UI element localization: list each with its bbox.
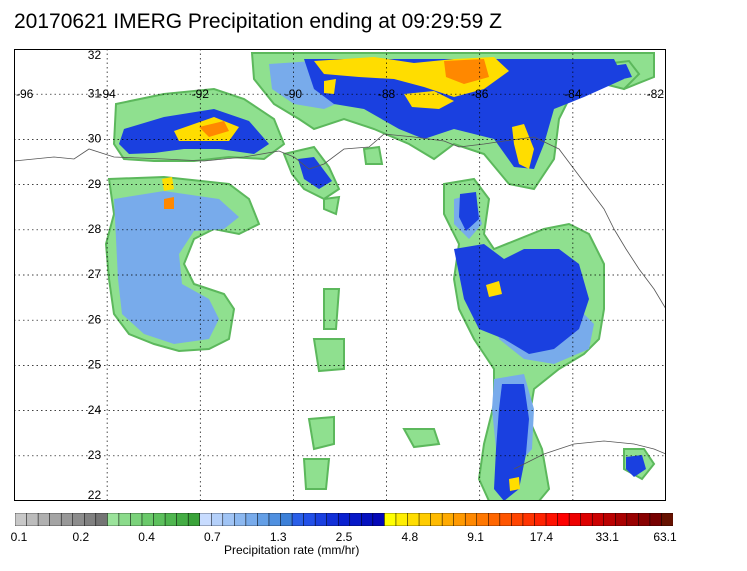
lat-label: 23 xyxy=(88,448,102,462)
colorbar-swatch xyxy=(430,513,443,526)
map-frame xyxy=(14,49,666,501)
precip-field xyxy=(14,52,666,501)
colorbar-swatch xyxy=(626,513,639,526)
colorbar-swatch xyxy=(257,513,270,526)
lon-label: -86 xyxy=(471,87,489,101)
lon-label: -92 xyxy=(192,87,210,101)
lat-label: 28 xyxy=(88,222,102,236)
colorbar-swatch xyxy=(534,513,547,526)
precipitation-map: -96 -94 -92 -90 -88 -86 -84 -82 32 31 30 29 28 27 26 2… xyxy=(14,49,666,501)
lat-label: 25 xyxy=(88,358,102,372)
colorbar-swatch xyxy=(349,513,362,526)
colorbar-swatch xyxy=(522,513,535,526)
lat-label: 24 xyxy=(88,403,102,417)
colorbar-swatch xyxy=(372,513,385,526)
colorbar-swatch xyxy=(303,513,316,526)
colorbar-swatch xyxy=(280,513,293,526)
colorbar-swatch xyxy=(418,513,432,526)
colorbar-swatch xyxy=(37,513,51,526)
colorbar-tick-label: 2.5 xyxy=(335,530,353,544)
colorbar-swatch xyxy=(141,513,154,526)
colorbar-tick-label: 1.3 xyxy=(269,530,287,544)
colorbar-swatch xyxy=(245,513,258,526)
colorbar-swatch xyxy=(384,513,397,526)
colorbar-swatch xyxy=(395,513,408,526)
colorbar-swatch xyxy=(72,513,85,526)
colorbar-swatch xyxy=(638,513,651,526)
lat-label: 31 xyxy=(88,86,102,100)
colorbar-swatch xyxy=(326,513,339,526)
colorbar-tick-label: 4.8 xyxy=(401,530,419,544)
colorbar-swatch xyxy=(199,513,212,526)
colorbar-swatch xyxy=(164,513,178,526)
colorbar-swatch xyxy=(187,513,201,526)
colorbar-swatch xyxy=(60,513,74,526)
lon-label: -82 xyxy=(647,87,665,101)
colorbar-tick-label: 0.2 xyxy=(72,530,90,544)
colorbar-swatch xyxy=(118,513,131,526)
lat-label: 29 xyxy=(88,177,102,191)
colorbar-swatch xyxy=(661,513,673,526)
colorbar-swatch xyxy=(314,513,328,526)
colorbar-swatch xyxy=(464,513,478,526)
colorbar-swatch xyxy=(26,513,39,526)
colorbar-swatch xyxy=(176,513,189,526)
lon-label: -84 xyxy=(564,87,582,101)
colorbar-swatch xyxy=(568,513,582,526)
lat-label: 22 xyxy=(88,488,102,501)
colorbar-swatch xyxy=(591,513,605,526)
colorbar-swatch xyxy=(557,513,570,526)
lon-label: -90 xyxy=(285,87,303,101)
colorbar-swatch xyxy=(49,513,62,526)
colorbar-tick-label: 0.4 xyxy=(138,530,155,544)
colorbar-tick-label: 0.7 xyxy=(204,530,221,544)
colorbar-swatch xyxy=(476,513,489,526)
lat-label: 27 xyxy=(88,267,102,281)
colorbar-swatch xyxy=(361,513,374,526)
colorbar-swatch xyxy=(615,513,628,526)
colorbar-swatch xyxy=(603,513,616,526)
latitude-labels: 32 31 30 29 28 27 26 25 24 23 22 xyxy=(88,49,102,501)
colorbar-tick-label: 9.1 xyxy=(467,530,484,544)
colorbar-swatch xyxy=(511,513,524,526)
map-title: 20170621 IMERG Precipitation ending at 0… xyxy=(14,10,502,33)
colorbar-tick-label: 0.1 xyxy=(10,530,28,544)
colorbar-swatch xyxy=(15,513,27,526)
colorbar-swatch xyxy=(130,513,143,526)
lat-label: 26 xyxy=(88,312,102,326)
colorbar-swatch xyxy=(488,513,501,526)
colorbar-swatch xyxy=(153,513,166,526)
colorbar-swatch xyxy=(234,513,247,526)
coastline xyxy=(14,133,666,470)
colorbar-swatch xyxy=(291,513,305,526)
colorbar-swatch xyxy=(210,513,224,526)
colorbar-swatch xyxy=(84,513,97,526)
colorbar-swatch xyxy=(649,513,662,526)
colorbar-units-label: Precipitation rate (mm/hr) xyxy=(224,543,360,557)
lon-label: -96 xyxy=(16,87,34,101)
colorbar-swatch xyxy=(499,513,512,526)
colorbar-swatch xyxy=(95,513,108,526)
colorbar-swatch xyxy=(337,513,351,526)
colorbar-swatch xyxy=(407,513,420,526)
lat-lon-grid xyxy=(14,49,666,501)
colorbar-swatch xyxy=(222,513,235,526)
colorbar-swatch xyxy=(268,513,281,526)
colorbar-swatch xyxy=(107,513,120,526)
colorbar-tick-label: 33.1 xyxy=(595,530,619,544)
colorbar-swatch xyxy=(580,513,593,526)
lon-label: -88 xyxy=(378,87,396,101)
longitude-labels: -96 -94 -92 -90 -88 -86 -84 -82 xyxy=(16,87,664,101)
lat-label: 32 xyxy=(88,49,102,62)
colorbar-swatch xyxy=(453,513,466,526)
lat-label: 30 xyxy=(88,132,102,146)
lon-label: -94 xyxy=(98,87,116,101)
colorbar-tick-labels: 0.1 0.2 0.4 0.7 1.3 2.5 4.8 9.1 17.4 33.1 63.1 xyxy=(0,530,747,546)
colorbar-tick-label: 63.1 xyxy=(653,530,677,544)
colorbar-swatch xyxy=(441,513,455,526)
colorbar-swatch xyxy=(545,513,559,526)
colorbar-tick-label: 17.4 xyxy=(529,530,554,544)
colorbar xyxy=(15,513,673,526)
